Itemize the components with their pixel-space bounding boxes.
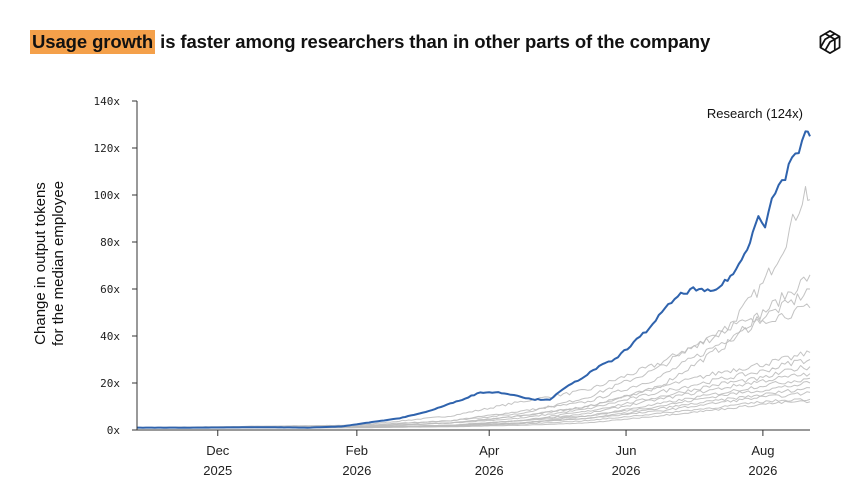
x-axis-ticks: Dec 2025 Feb 2026 Apr 2026 Jun 2026 Aug 2026 xyxy=(203,430,777,478)
x-tick-label-year: 2025 xyxy=(203,463,232,478)
other-series-line xyxy=(136,186,811,429)
other-series-lines xyxy=(136,186,811,429)
y-axis-label: Change in output tokens for the median em… xyxy=(32,181,67,346)
openai-knot-icon xyxy=(819,30,841,54)
research-annotation: Research (124x) xyxy=(707,106,803,121)
x-tick-label-month: Jun xyxy=(616,443,637,458)
other-series-line xyxy=(136,274,811,429)
other-series-line xyxy=(136,303,811,429)
other-series-line xyxy=(137,350,811,429)
research-series-line xyxy=(137,130,811,429)
y-tick-label: 100x xyxy=(94,189,121,202)
y-tick-label: 140x xyxy=(94,95,121,108)
y-axis-label-line: Change in output tokens xyxy=(32,182,49,345)
x-tick-label-month: Dec xyxy=(206,443,230,458)
x-tick-label-year: 2026 xyxy=(748,463,777,478)
other-series-line xyxy=(137,288,811,429)
x-tick-label-year: 2026 xyxy=(475,463,504,478)
x-tick-label-month: Aug xyxy=(751,443,774,458)
y-tick-label: 120x xyxy=(94,142,121,155)
y-axis-label-line: for the median employee xyxy=(50,181,67,346)
y-axis-ticks: 0x 20x 40x 60x 80x 100x 120x 140x xyxy=(94,95,137,437)
x-tick-label-year: 2026 xyxy=(342,463,371,478)
x-tick-label-year: 2026 xyxy=(612,463,641,478)
x-tick-label-month: Apr xyxy=(479,443,500,458)
y-tick-label: 80x xyxy=(100,236,120,249)
headline-rest: is faster among researchers than in othe… xyxy=(155,31,711,52)
research-series xyxy=(137,130,811,429)
y-tick-label: 40x xyxy=(100,330,120,343)
y-tick-label: 60x xyxy=(100,283,120,296)
y-tick-label: 0x xyxy=(107,424,121,437)
y-tick-label: 20x xyxy=(100,377,120,390)
headline-highlight: Usage growth xyxy=(30,30,156,54)
chart-headline: Usage growth is faster among researchers… xyxy=(30,30,711,54)
x-tick-label-month: Feb xyxy=(346,443,368,458)
